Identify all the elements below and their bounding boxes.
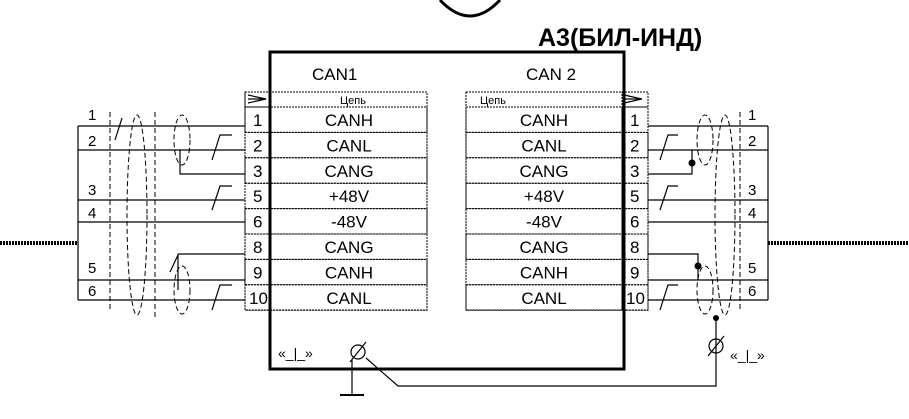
left-signal-name: CANH — [325, 111, 373, 130]
right-signal-cell — [465, 284, 623, 311]
right-signal-name: +48V — [524, 187, 565, 206]
right-wire-6: 6 — [748, 283, 756, 300]
ground-terminal-left: «_|_» — [278, 318, 717, 396]
left-pin-number: 2 — [253, 136, 262, 155]
right-signal-name: CANH — [520, 263, 568, 282]
right-signal-name: CANH — [520, 111, 568, 130]
ground-left-label: «_|_» — [278, 345, 313, 361]
right-signal-name: CANL — [521, 136, 566, 155]
right-header-label: Цепь — [480, 95, 506, 107]
left-signal-name: CANG — [324, 162, 373, 181]
left-wire-6: 6 — [88, 283, 96, 300]
left-signal-cell — [270, 284, 428, 311]
left-signal-name: CANL — [326, 289, 371, 308]
right-pin-number: 3 — [630, 162, 639, 181]
right-connector: Цепь 1 CANH 2 CANL 3 CANG 5 +48V 6 -48V 8 CANG 9 CANH… — [465, 91, 649, 311]
right-pin-number: 5 — [630, 187, 639, 206]
left-pin-number: 3 — [253, 162, 262, 181]
left-signal-name: CANG — [324, 238, 373, 257]
enclosure-frame — [268, 50, 626, 371]
right-wire-bundle: 1 2 3 4 5 6 — [648, 107, 769, 316]
ground-terminal-right: «_|_» — [707, 315, 765, 363]
right-pin-number: 6 — [630, 213, 639, 232]
left-pin-number: 1 — [253, 111, 262, 130]
left-connector: Цепь 1 CANH 2 CANL 3 CANG 5 +48V 6 -48V 8 CANG 9 CANH… — [244, 91, 428, 311]
right-pin-number: 1 — [630, 111, 639, 130]
right-pin-number: 9 — [630, 263, 639, 282]
right-pin-number: 8 — [630, 238, 639, 257]
right-wire-2: 2 — [748, 133, 756, 150]
page-title: А3(БИЛ-ИНД) — [538, 24, 702, 52]
right-signal-name: CANG — [519, 162, 568, 181]
left-header-label: Цепь — [340, 95, 366, 107]
left-wire-3: 3 — [88, 182, 96, 199]
left-wire-5: 5 — [88, 260, 96, 277]
left-pin-number: 8 — [253, 238, 262, 257]
can1-caption: CAN1 — [312, 65, 357, 84]
right-signal-name: CANL — [521, 289, 566, 308]
left-pin-number: 10 — [249, 289, 268, 308]
left-wire-1: 1 — [88, 107, 96, 124]
right-wire-4: 4 — [748, 205, 756, 222]
left-pin-cell — [244, 284, 272, 311]
left-signal-name: -48V — [331, 213, 368, 232]
left-signal-name: CANH — [325, 263, 373, 282]
left-wire-2: 2 — [88, 133, 96, 150]
left-signal-name: +48V — [329, 187, 370, 206]
right-wire-3: 3 — [748, 182, 756, 199]
left-signal-name: CANL — [326, 136, 371, 155]
left-wire-bundle: 1 2 3 4 5 6 — [77, 107, 245, 320]
right-signal-name: CANG — [519, 238, 568, 257]
ground-right-label: «_|_» — [730, 347, 765, 363]
left-wire-4: 4 — [88, 205, 96, 222]
left-pin-number: 5 — [253, 187, 262, 206]
right-wire-5: 5 — [748, 260, 756, 277]
top-circle-fragment — [438, 0, 502, 18]
right-pin-number: 10 — [626, 289, 645, 308]
left-pin-number: 6 — [253, 213, 262, 232]
can2-caption: CAN 2 — [526, 65, 576, 84]
right-pin-number: 2 — [630, 136, 639, 155]
left-pin-number: 9 — [253, 263, 262, 282]
right-wire-1: 1 — [748, 107, 756, 124]
right-signal-name: -48V — [526, 213, 563, 232]
